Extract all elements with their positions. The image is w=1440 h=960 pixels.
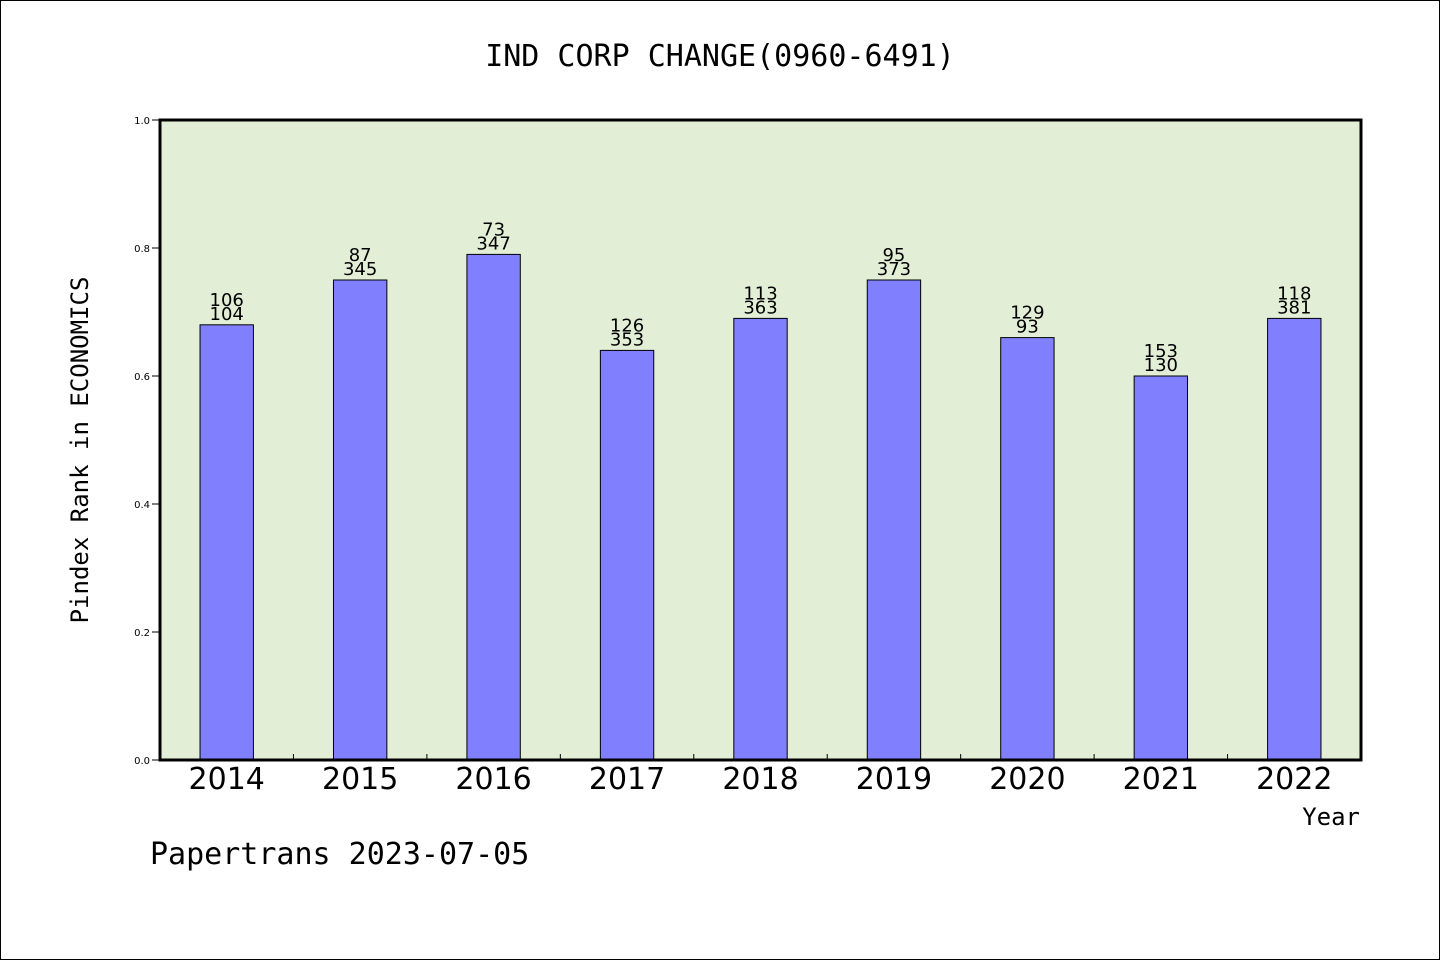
bar-2021 <box>1133 375 1189 761</box>
bar-label-top: 106 <box>210 290 244 311</box>
bar-label-top: 113 <box>743 283 777 304</box>
bar-2022 <box>1267 317 1322 761</box>
y-axis: 0.0 0.2 0.4 0.6 0.8 1.0 <box>134 116 160 767</box>
y-tick-label: 1.0 <box>134 116 150 127</box>
bar-label-bottom: 93 <box>1016 317 1039 338</box>
bar-label-top: 153 <box>1144 341 1178 362</box>
x-tick-label: 2015 <box>322 762 398 797</box>
bar-label-bottom: 373 <box>877 259 911 280</box>
y-tick-label: 0.6 <box>134 372 150 383</box>
x-tick-label: 2019 <box>856 762 932 797</box>
y-tick-label: 0.2 <box>134 628 150 639</box>
bar-2017 <box>599 349 655 761</box>
x-tick-label: 2017 <box>589 762 665 797</box>
x-tick-label: 2018 <box>722 762 798 797</box>
bar-label-top: 118 <box>1277 283 1311 304</box>
bar-2018 <box>733 317 788 761</box>
x-tick-label: 2016 <box>455 762 531 797</box>
x-axis-label: Year <box>1302 803 1360 831</box>
bar-label-bottom: 353 <box>610 329 644 350</box>
bar-2015 <box>332 279 388 761</box>
bar-label-top: 95 <box>882 245 905 266</box>
bar-label-top: 126 <box>610 315 644 336</box>
y-axis-label: Pindex Rank in ECONOMICS <box>66 277 94 624</box>
x-tick-label: 2020 <box>989 762 1065 797</box>
x-axis: 2014 2015 2016 2017 2018 2019 2020 2021 2022 <box>189 754 1332 797</box>
bar-label-bottom: 104 <box>210 304 244 325</box>
x-tick-label: 2022 <box>1256 762 1332 797</box>
chart-title: IND CORP CHANGE(0960-6491) <box>485 39 955 74</box>
bar-label-bottom: 363 <box>743 297 777 318</box>
plot-border <box>158 118 1363 762</box>
bar-label-bottom: 381 <box>1277 297 1311 318</box>
bar-2020 <box>1000 337 1055 761</box>
y-tick-label: 0.8 <box>134 244 150 255</box>
bar-label-top: 73 <box>482 219 505 240</box>
y-tick-label: 0.0 <box>134 756 150 767</box>
x-tick-label: 2014 <box>189 762 265 797</box>
bar-label-top: 87 <box>349 245 372 266</box>
bar-2019 <box>866 279 922 761</box>
bar-label-top: 129 <box>1010 303 1044 324</box>
x-tick-label: 2021 <box>1123 762 1199 797</box>
footer-credit: Papertrans 2023-07-05 <box>150 837 529 872</box>
bar-2016 <box>466 253 521 761</box>
y-tick-label: 0.4 <box>134 500 150 511</box>
bar-label-bottom: 347 <box>476 233 510 254</box>
bar-label-bottom: 345 <box>343 259 377 280</box>
bar-2014 <box>199 324 254 761</box>
bar-label-bottom: 130 <box>1144 355 1178 376</box>
